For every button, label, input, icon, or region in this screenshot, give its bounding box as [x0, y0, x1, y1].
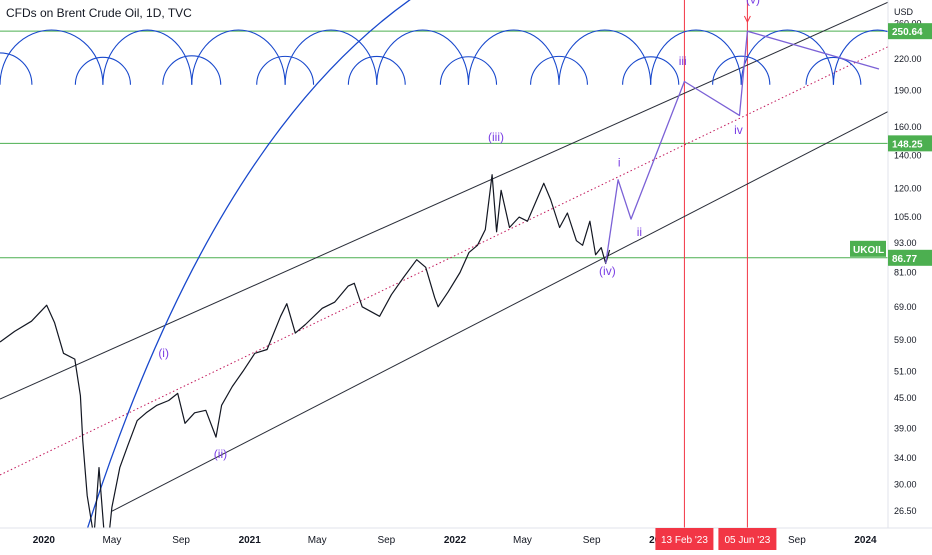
x-tick-label-8: Sep — [583, 535, 601, 546]
cycle-arc-2 — [191, 29, 286, 85]
x-tick-label-4: May — [308, 535, 327, 546]
channel-lower-line — [111, 111, 888, 512]
cycle-arc-small-3 — [256, 55, 315, 85]
cycle-arc-8 — [740, 29, 834, 85]
cycle-arc-small-9 — [805, 56, 862, 85]
date-label-text-1: 05 Jun '23 — [724, 535, 770, 546]
x-tick-label-1: May — [102, 535, 121, 546]
date-label-text-0: 13 Feb '23 — [661, 535, 708, 546]
x-tick-label-7: May — [513, 535, 532, 546]
price-label-text-0: 250.64 — [892, 27, 923, 38]
y-tick-label-15: 30.00 — [894, 480, 917, 490]
wave-label-7: iv — [734, 123, 743, 137]
x-tick-label-11: Sep — [788, 535, 806, 546]
y-tick-label-10: 59.00 — [894, 335, 917, 345]
y-tick-label-2: 190.00 — [894, 85, 922, 95]
price-label-text-1: 148.25 — [892, 139, 923, 150]
wave-label-8: (v) — [746, 0, 760, 7]
cycle-arc-small-7 — [622, 56, 680, 85]
wave-label-1: (ii) — [214, 447, 227, 461]
cycle-arc-3 — [284, 29, 378, 85]
cycle-arc-0 — [0, 29, 104, 85]
y-tick-label-6: 105.00 — [894, 212, 922, 222]
y-tick-label-3: 160.00 — [894, 122, 922, 132]
wave-label-6: iii — [679, 54, 687, 68]
wave-label-0: (i) — [158, 346, 169, 360]
x-tick-label-12: 2024 — [854, 535, 877, 546]
cycle-arc-small-6 — [530, 55, 588, 85]
x-tick-label-5: Sep — [377, 535, 395, 546]
cycle-arc-5 — [467, 29, 560, 85]
cycle-arc-7 — [650, 29, 742, 85]
date-label-badge-0 — [655, 528, 714, 550]
cycle-arc-9 — [832, 29, 888, 85]
y-tick-label-8: 81.00 — [894, 268, 917, 278]
price-label-badge-1 — [888, 135, 932, 152]
channel-mid-line — [0, 46, 888, 476]
wave-label-4: i — [618, 156, 621, 170]
x-tick-label-2: Sep — [172, 535, 190, 546]
chart-title: CFDs on Brent Crude Oil, 1D, TVC — [6, 6, 192, 20]
x-tick-label-3: 2021 — [239, 535, 262, 546]
cycle-arc-1 — [102, 29, 193, 85]
y-tick-label-12: 45.00 — [894, 393, 917, 403]
y-tick-label-11: 51.00 — [894, 366, 917, 376]
large-cycle-arc — [86, 0, 411, 528]
cycle-arc-small-5 — [439, 56, 498, 85]
price-series-line — [0, 174, 611, 528]
cycle-arc-small-4 — [347, 55, 406, 85]
price-label-text-2: 86.77 — [892, 254, 917, 265]
y-axis-currency: USD — [894, 7, 914, 17]
cycle-arc-6 — [558, 29, 652, 85]
wave-label-3: (iv) — [599, 264, 616, 278]
cycle-arc-small-2 — [162, 55, 222, 85]
cycle-arc-4 — [376, 29, 470, 85]
x-tick-label-0: 2020 — [33, 535, 56, 546]
y-tick-label-13: 39.00 — [894, 424, 917, 434]
cycle-arc-small-0 — [0, 52, 33, 85]
projection-path — [605, 30, 880, 264]
y-axis-panel — [888, 0, 932, 550]
y-tick-label-1: 220.00 — [894, 54, 922, 64]
symbol-badge — [850, 240, 886, 257]
wave-v-arrow — [743, 15, 751, 24]
x-tick-label-6: 2022 — [444, 535, 467, 546]
wave-label-5: ii — [637, 225, 642, 239]
y-tick-label-5: 120.00 — [894, 184, 922, 194]
y-tick-label-4: 140.00 — [894, 151, 922, 161]
cycle-arc-small-8 — [712, 55, 771, 85]
channel-upper-line — [0, 1, 888, 400]
date-label-badge-1 — [718, 528, 777, 550]
cycle-arc-small-1 — [74, 56, 132, 85]
y-tick-label-14: 34.00 — [894, 453, 917, 463]
y-tick-label-7: 93.00 — [894, 238, 917, 248]
y-tick-label-16: 26.50 — [894, 506, 917, 516]
price-label-badge-2 — [888, 249, 932, 266]
wave-label-2: (iii) — [488, 130, 504, 144]
price-label-badge-0 — [888, 23, 932, 40]
y-tick-label-9: 69.00 — [894, 302, 917, 312]
symbol-badge-text: UKOIL — [853, 245, 884, 256]
